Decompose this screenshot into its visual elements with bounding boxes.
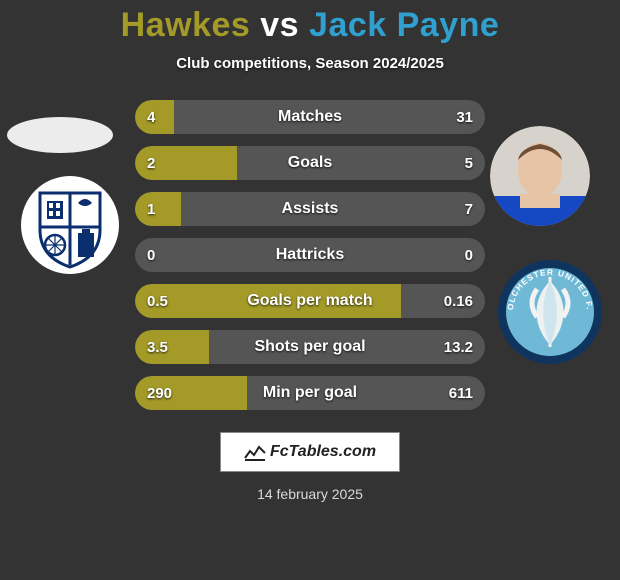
stat-value-right: 7 [465,192,473,226]
watermark[interactable]: FcTables.com [220,432,400,472]
stat-value-right: 5 [465,146,473,180]
stat-fill-left [135,100,174,134]
stat-fill-left [135,376,247,410]
stat-row: 3.5Shots per goal13.2 [135,330,485,364]
left-player-photo [5,115,115,155]
stat-value-right: 31 [456,100,473,134]
stat-row: 4Matches31 [135,100,485,134]
subtitle: Club competitions, Season 2024/2025 [0,55,620,72]
stat-fill-left [135,192,181,226]
stat-value-left: 0 [147,238,155,272]
watermark-icon [244,443,266,461]
right-player-photo [490,126,590,226]
watermark-text: FcTables.com [270,443,376,461]
stat-row: 0.5Goals per match0.16 [135,284,485,318]
right-club-badge: COLCHESTER UNITED F.C [497,259,603,365]
stat-row: 1Assists7 [135,192,485,226]
stat-fill-left [135,146,237,180]
stat-label: Hattricks [135,238,485,272]
stat-row: 290Min per goal611 [135,376,485,410]
date: 14 february 2025 [0,486,620,502]
stat-value-right: 13.2 [444,330,473,364]
page-title: Hawkes vs Jack Payne [0,0,620,45]
stat-value-right: 0 [465,238,473,272]
stats-list: 4Matches31 2Goals5 1Assists7 0Hattricks0 0.5… [135,100,485,410]
stat-value-right: 0.16 [444,284,473,318]
left-club-badge [20,175,120,275]
title-left-name: Hawkes [121,6,251,44]
stat-value-right: 611 [449,376,473,410]
title-vs: vs [260,6,299,44]
stat-row: 0Hattricks0 [135,238,485,272]
stat-fill-left [135,284,401,318]
stat-label: Matches [135,100,485,134]
stat-fill-left [135,330,209,364]
stat-row: 2Goals5 [135,146,485,180]
stat-label: Assists [135,192,485,226]
title-right-name: Jack Payne [309,6,499,44]
